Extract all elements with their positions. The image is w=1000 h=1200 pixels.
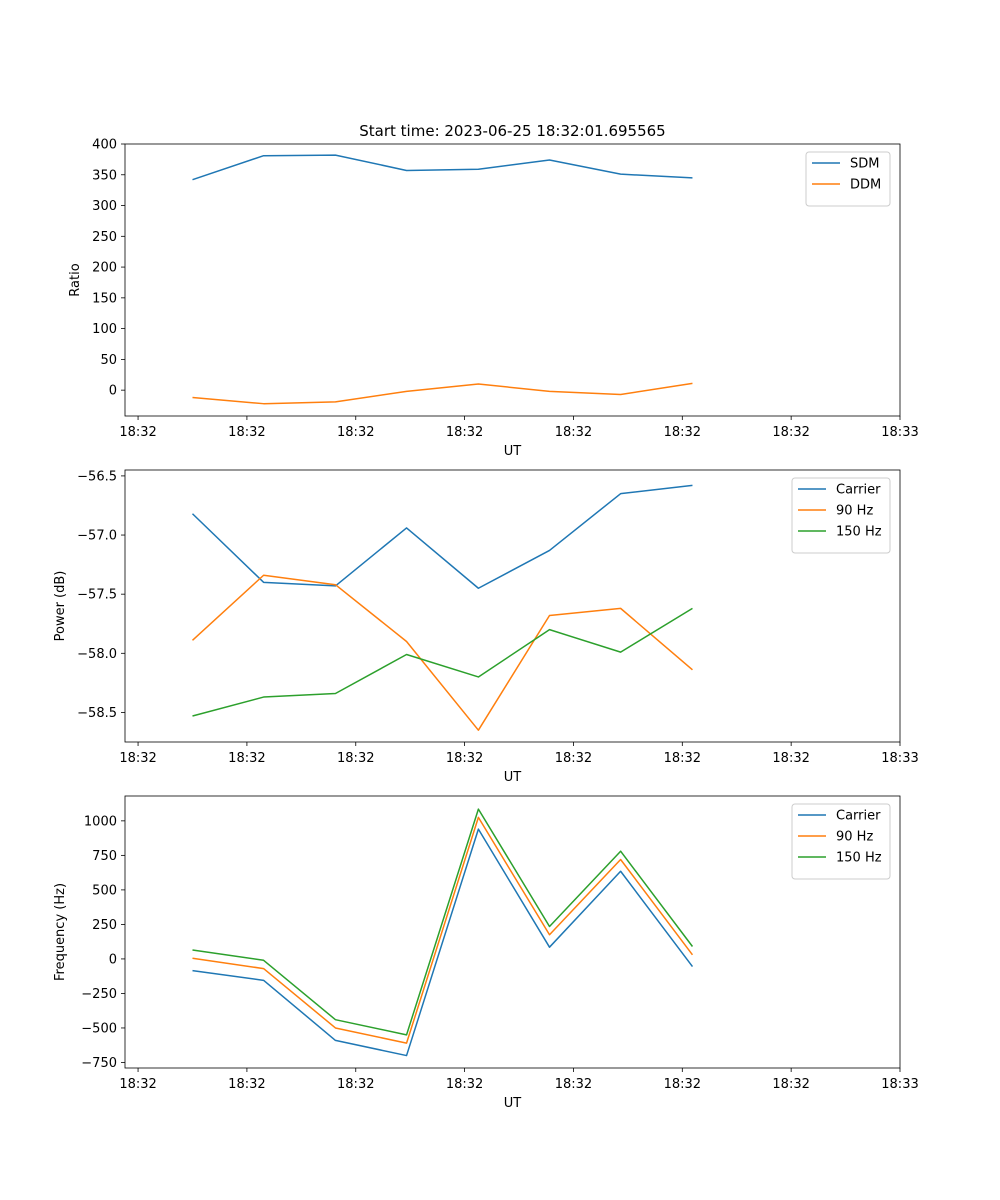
y-tick-label: 0 <box>109 384 117 399</box>
legend-label: 90 Hz <box>836 504 873 519</box>
y-tick-label: 300 <box>92 199 117 214</box>
chart-panel-3: 18:32 18:32 18:32 18:32 18:32 18:32 18:32 18:33… <box>53 795 919 1111</box>
legend: Carrier 90 Hz 150 Hz <box>791 803 891 880</box>
x-tick-label: 18:32 <box>555 425 592 440</box>
y-axis-label: Frequency (Hz) <box>53 883 68 981</box>
y-tick-label: 100 <box>92 322 117 337</box>
legend-label: 90 Hz <box>836 830 873 845</box>
y-tick-label: 0 <box>109 952 117 967</box>
y-tick-label: 250 <box>92 918 117 933</box>
y-tick-label: −500 <box>81 1021 117 1036</box>
x-tick-label: 18:32 <box>337 751 374 766</box>
series-line-1 <box>192 154 693 181</box>
y-tick-label: 150 <box>92 291 117 306</box>
x-tick-label: 18:32 <box>555 751 592 766</box>
y-tick-label: 750 <box>92 849 117 864</box>
chart-title: Start time: 2023-06-25 18:32:01.695565 <box>359 122 665 140</box>
y-tick-label: 500 <box>92 883 117 898</box>
legend: Carrier 90 Hz 150 Hz <box>791 477 891 554</box>
x-tick-label: 18:32 <box>446 425 483 440</box>
plot-frame <box>124 143 901 417</box>
x-axis-label: UT <box>504 770 522 785</box>
x-axis-label: UT <box>504 444 522 459</box>
x-tick-label: 18:32 <box>664 751 701 766</box>
y-tick-label: −58.0 <box>77 647 117 662</box>
x-tick-label: 18:33 <box>881 425 918 440</box>
y-tick-label: −56.5 <box>77 469 117 484</box>
series-line-2 <box>192 816 694 1044</box>
x-axis-label: UT <box>504 1096 522 1111</box>
y-tick-label: 200 <box>92 261 117 276</box>
x-tick-label: 18:32 <box>337 1077 374 1092</box>
x-tick-label: 18:32 <box>772 425 809 440</box>
y-tick-label: −57.5 <box>77 588 117 603</box>
x-tick-label: 18:32 <box>119 751 156 766</box>
y-tick-label: 50 <box>100 353 117 368</box>
legend: SDM DDM <box>805 151 891 207</box>
chart-panel-2: 18:32 18:32 18:32 18:32 18:32 18:32 18:32 18:33… <box>53 469 919 785</box>
plot-frame <box>124 795 901 1069</box>
y-tick-label: 1000 <box>84 814 117 829</box>
series-line-3 <box>192 808 694 1036</box>
series-line-3 <box>192 607 693 717</box>
y-tick-label: −250 <box>81 987 117 1002</box>
legend-label: 150 Hz <box>836 525 882 540</box>
legend-label: Carrier <box>836 483 881 498</box>
x-tick-label: 18:32 <box>664 425 701 440</box>
series-line-1 <box>191 484 693 590</box>
chart-panel-1: Start time: 2023-06-25 18:32:01.695565 18… <box>68 122 919 459</box>
legend-label: SDM <box>850 157 879 172</box>
x-tick-label: 18:32 <box>446 751 483 766</box>
series-line-1 <box>192 828 694 1057</box>
y-tick-label: −750 <box>81 1056 117 1071</box>
y-tick-label: −58.5 <box>77 706 117 721</box>
y-axis-label: Ratio <box>68 263 83 296</box>
y-tick-label: 350 <box>92 168 117 183</box>
x-tick-label: 18:33 <box>881 1077 918 1092</box>
y-axis-label: Power (dB) <box>53 571 68 642</box>
series-line-2 <box>191 574 693 731</box>
legend-label: Carrier <box>836 809 881 824</box>
y-tick-label: 250 <box>92 230 117 245</box>
x-tick-label: 18:32 <box>555 1077 592 1092</box>
legend-box <box>791 803 891 880</box>
x-tick-label: 18:32 <box>119 425 156 440</box>
x-tick-label: 18:32 <box>337 425 374 440</box>
plot-frame <box>124 469 901 743</box>
y-tick-label: −57.0 <box>77 529 117 544</box>
x-tick-label: 18:32 <box>446 1077 483 1092</box>
legend-box <box>805 151 891 207</box>
legend-box <box>791 477 891 554</box>
x-tick-label: 18:32 <box>772 1077 809 1092</box>
legend-label: 150 Hz <box>836 851 882 866</box>
x-tick-label: 18:32 <box>228 751 265 766</box>
y-tick-label: 400 <box>92 138 117 153</box>
x-tick-label: 18:32 <box>119 1077 156 1092</box>
x-tick-label: 18:33 <box>881 751 918 766</box>
x-tick-label: 18:32 <box>228 1077 265 1092</box>
legend-label: DDM <box>850 178 881 193</box>
x-tick-label: 18:32 <box>228 425 265 440</box>
x-tick-label: 18:32 <box>772 751 809 766</box>
x-tick-label: 18:32 <box>664 1077 701 1092</box>
series-line-2 <box>192 382 693 405</box>
